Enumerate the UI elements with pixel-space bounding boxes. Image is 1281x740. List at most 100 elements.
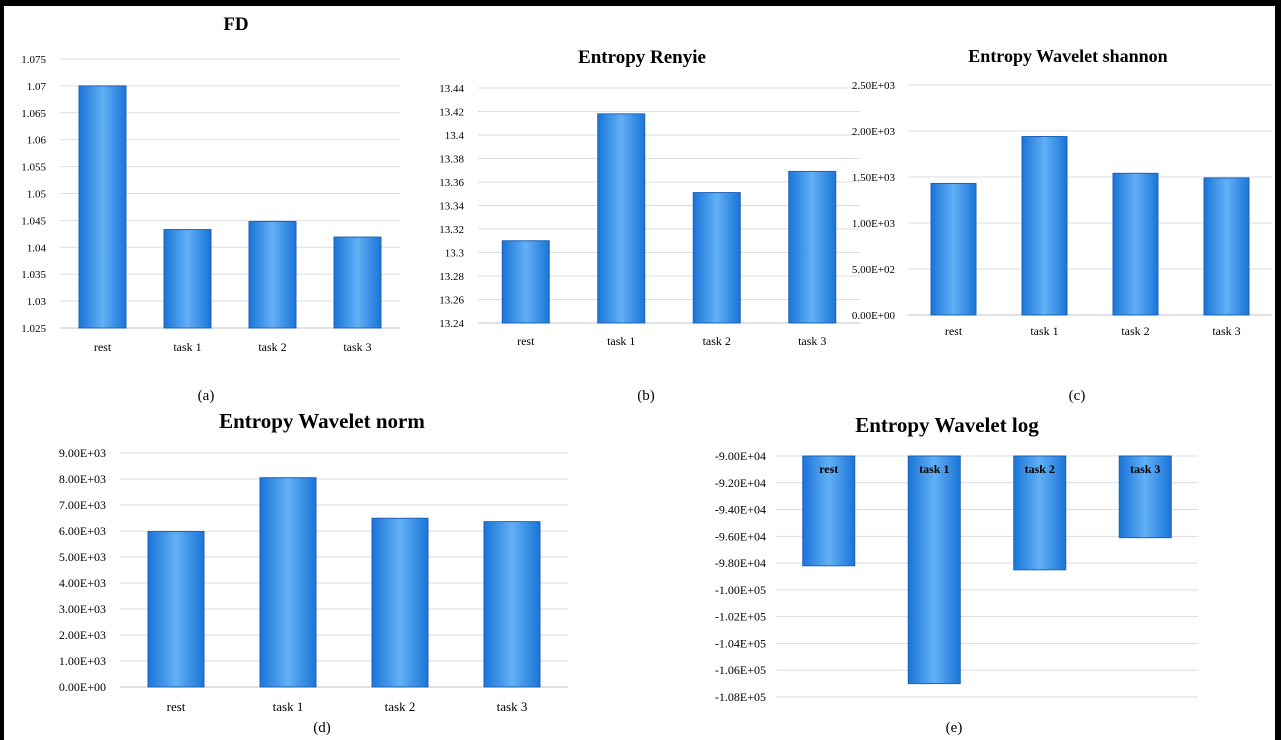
y-tick-label: 1.045 bbox=[21, 215, 46, 227]
x-category-label: rest bbox=[819, 462, 838, 476]
y-tick-label: 1.06 bbox=[27, 135, 47, 147]
chart-d-caption: (d) bbox=[313, 720, 331, 736]
y-tick-label: 13.4 bbox=[445, 130, 465, 142]
bar-rest bbox=[501, 240, 550, 324]
y-tick-label: 2.50E+03 bbox=[852, 80, 896, 92]
bar-rest bbox=[78, 85, 127, 329]
y-tick-label: 13.24 bbox=[439, 318, 464, 330]
y-tick-label: 13.42 bbox=[439, 107, 464, 119]
y-tick-label: -9.80E+04 bbox=[715, 556, 766, 570]
x-category-label: task 1 bbox=[607, 334, 635, 348]
y-tick-label: 1.03 bbox=[27, 296, 47, 308]
bar-task-2 bbox=[1112, 172, 1159, 316]
x-category-label: task 2 bbox=[385, 699, 416, 714]
x-category-label: rest bbox=[945, 324, 963, 338]
y-tick-label: -1.08E+05 bbox=[715, 690, 766, 704]
y-tick-label: 1.055 bbox=[21, 162, 46, 174]
y-tick-label: -1.06E+05 bbox=[715, 663, 766, 677]
chart-c-plot: 2.50E+03 2.00E+03 1.50E+03 1.00E+03 5.00E+02… bbox=[852, 80, 1272, 338]
y-tick-label: 1.07 bbox=[27, 81, 47, 93]
y-tick-label: 13.38 bbox=[439, 154, 464, 166]
bar-task-2 bbox=[248, 220, 297, 329]
y-tick-label: 6.00E+03 bbox=[59, 524, 106, 538]
bar-task-3 bbox=[788, 170, 837, 324]
y-tick-label: 13.26 bbox=[439, 295, 464, 307]
y-tick-label: -9.20E+04 bbox=[715, 476, 766, 490]
y-tick-label: 1.025 bbox=[21, 323, 46, 335]
x-category-label: task 3 bbox=[1130, 462, 1160, 476]
chart-d-plot: 9.00E+03 8.00E+03 7.00E+03 6.00E+03 5.00E+03… bbox=[59, 446, 568, 714]
x-category-label: task 3 bbox=[497, 699, 528, 714]
y-tick-label: -9.60E+04 bbox=[715, 529, 766, 543]
chart-b-plot: 13.44 13.42 13.4 13.38 13.36 13.34 13.32 13.3 13… bbox=[439, 83, 860, 348]
bar-task-1 bbox=[163, 229, 212, 329]
x-category-label: task 1 bbox=[1030, 324, 1058, 338]
y-tick-label: -9.40E+04 bbox=[715, 503, 766, 517]
chart-a-caption: (a) bbox=[198, 388, 215, 404]
y-tick-label: 1.075 bbox=[21, 54, 46, 66]
y-tick-label: 2.00E+03 bbox=[59, 628, 106, 642]
y-tick-label: 8.00E+03 bbox=[59, 472, 106, 486]
chart-e-caption: (e) bbox=[946, 720, 963, 736]
bar-task-1 bbox=[907, 455, 961, 685]
y-tick-label: 2.00E+03 bbox=[852, 126, 896, 138]
y-tick-label: -9.00E+04 bbox=[715, 449, 766, 463]
chart-a-title: FD bbox=[223, 14, 248, 35]
bar-rest bbox=[930, 182, 977, 316]
bar-task-1 bbox=[259, 477, 317, 688]
bar-task-2 bbox=[1013, 455, 1067, 571]
y-tick-label: 1.035 bbox=[21, 269, 46, 281]
y-tick-label: 13.36 bbox=[439, 177, 464, 189]
y-tick-label: -1.02E+05 bbox=[715, 610, 766, 624]
bar-rest bbox=[147, 531, 205, 688]
chart-b: Entropy Renyie 13.4413.4213.413.3813.361… bbox=[439, 47, 860, 404]
y-tick-label: 0.00E+00 bbox=[852, 310, 896, 322]
y-tick-label: -1.00E+05 bbox=[715, 583, 766, 597]
y-tick-label: 1.065 bbox=[21, 108, 46, 120]
y-tick-label: 1.00E+03 bbox=[852, 218, 896, 230]
x-category-label: task 2 bbox=[258, 340, 286, 354]
y-tick-label: 7.00E+03 bbox=[59, 498, 106, 512]
chart-d: Entropy Wavelet norm 9.00E+03 8.00E+03 7.0… bbox=[59, 409, 568, 736]
y-tick-label: 5.00E+02 bbox=[852, 264, 895, 276]
x-category-label: task 2 bbox=[1121, 324, 1149, 338]
bar-task-3 bbox=[1203, 177, 1250, 316]
bar-task-2 bbox=[371, 517, 429, 688]
bar-task-3 bbox=[483, 521, 541, 688]
y-tick-label: 1.04 bbox=[27, 242, 47, 254]
y-tick-label: 4.00E+03 bbox=[59, 576, 106, 590]
x-category-label: task 1 bbox=[173, 340, 201, 354]
bar-task-3 bbox=[333, 236, 382, 329]
x-category-label: task 3 bbox=[798, 334, 826, 348]
x-category-label: task 1 bbox=[919, 462, 949, 476]
x-category-label: rest bbox=[167, 699, 186, 714]
y-tick-label: 0.00E+00 bbox=[59, 680, 106, 694]
y-tick-label: 9.00E+03 bbox=[59, 446, 106, 460]
bar-task-3 bbox=[1118, 455, 1172, 539]
y-tick-label: 1.00E+03 bbox=[59, 654, 106, 668]
chart-e-title: Entropy Wavelet log bbox=[855, 413, 1039, 437]
chart-c-caption: (c) bbox=[1069, 388, 1086, 404]
chart-b-caption: (b) bbox=[637, 388, 655, 404]
chart-b-title: Entropy Renyie bbox=[578, 47, 706, 68]
y-tick-label: 3.00E+03 bbox=[59, 602, 106, 616]
chart-e-plot: -9.00E+04 -9.20E+04 -9.40E+04 -9.60E+04 -9.8… bbox=[715, 449, 1198, 704]
y-tick-label: 13.3 bbox=[445, 248, 465, 260]
chart-a: FD 1.075 1.07 1.065 1.06 1.055 1.05 1.045 1.04 1… bbox=[21, 14, 400, 404]
x-category-label: task 3 bbox=[1212, 324, 1240, 338]
bar-task-2 bbox=[692, 192, 741, 324]
chart-d-title: Entropy Wavelet norm bbox=[219, 409, 425, 433]
x-category-label: rest bbox=[517, 334, 535, 348]
x-category-label: task 1 bbox=[273, 699, 304, 714]
y-tick-label: 1.05 bbox=[27, 189, 47, 201]
y-tick-label: 1.50E+03 bbox=[852, 172, 896, 184]
bar-task-1 bbox=[597, 113, 646, 324]
y-tick-label: 13.34 bbox=[439, 201, 464, 213]
x-category-label: task 2 bbox=[703, 334, 731, 348]
chart-e: Entropy Wavelet log -9.00E+04-9.20E+04-9… bbox=[715, 413, 1198, 736]
x-category-label: task 2 bbox=[1025, 462, 1055, 476]
y-tick-label: 5.00E+03 bbox=[59, 550, 106, 564]
x-category-label: task 3 bbox=[343, 340, 371, 354]
